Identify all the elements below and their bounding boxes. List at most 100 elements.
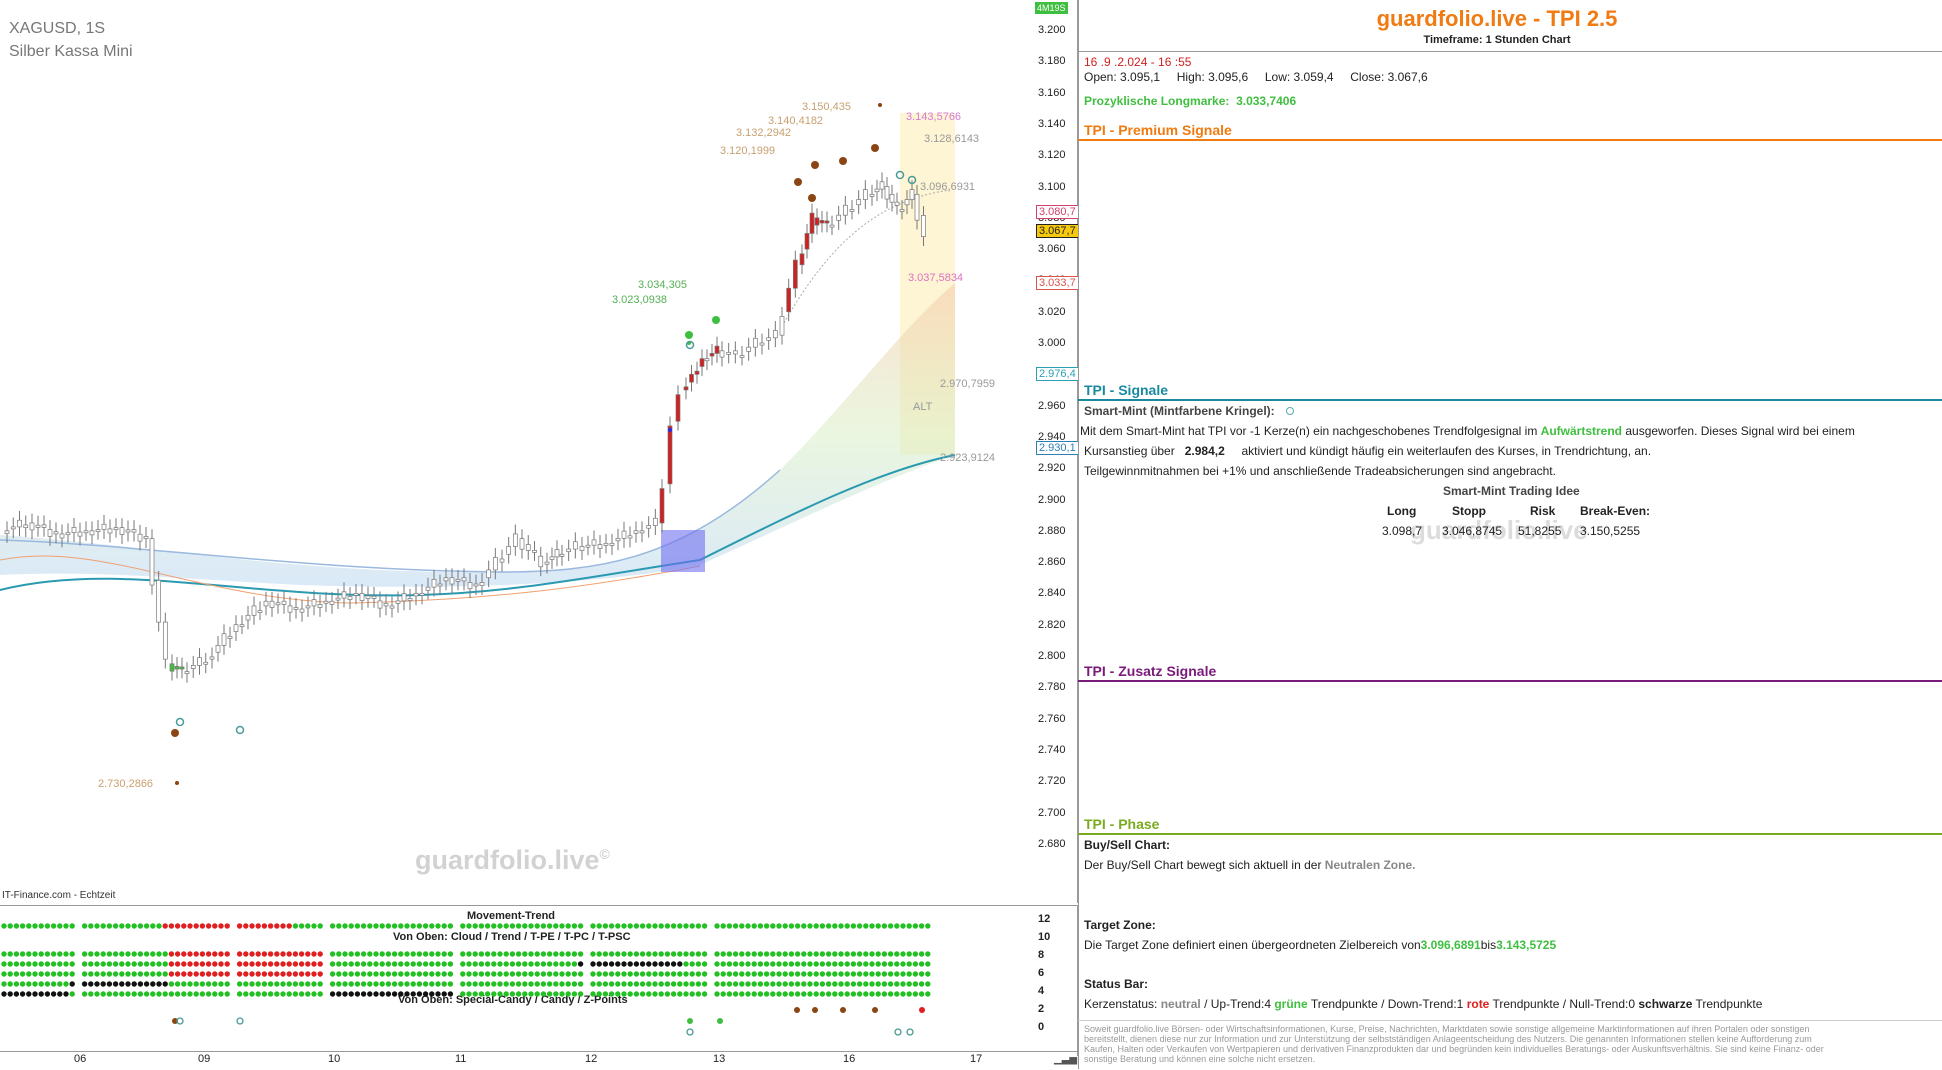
trend-dot xyxy=(757,991,764,997)
trend-dot xyxy=(627,981,633,987)
price-tick-label: 2.740 xyxy=(1038,743,1066,756)
trend-dot xyxy=(763,923,770,929)
price-chart[interactable]: XAGUSD, 1S Silber Kassa Mini 3.150,435 3.… xyxy=(0,0,1033,903)
time-axis[interactable] xyxy=(0,1051,1077,1070)
trend-dot xyxy=(484,951,491,957)
trend-dot xyxy=(13,961,20,967)
trend-dot xyxy=(534,951,540,957)
trend-dot xyxy=(472,991,478,997)
trend-dot xyxy=(801,923,807,929)
trend-dot xyxy=(38,981,44,987)
trend-dot xyxy=(360,923,367,929)
trend-dot xyxy=(540,951,547,957)
trend-dot xyxy=(546,923,553,929)
trend-dot xyxy=(900,923,906,929)
trend-dot xyxy=(435,951,441,957)
trend-dot xyxy=(32,961,38,967)
time-tick-label: 09 xyxy=(198,1053,211,1065)
trend-dot xyxy=(336,961,342,967)
trend-dot xyxy=(596,991,602,997)
trend-dot xyxy=(404,951,410,957)
time-tick-label: 10 xyxy=(328,1053,341,1065)
trend-dot xyxy=(590,961,596,967)
trend-dot xyxy=(528,991,534,997)
trend-dot xyxy=(683,961,689,967)
smartmint-label: Smart-Mint (Mintfarbene Kringel): xyxy=(1084,404,1295,418)
candle-body xyxy=(197,657,202,666)
trend-dot xyxy=(856,991,863,997)
trend-dot xyxy=(193,981,199,987)
trend-dot xyxy=(38,951,44,957)
longmark-row: Prozyklische Longmarke: 3.033,7406 xyxy=(1084,94,1297,108)
candle-body xyxy=(269,600,275,608)
candle-body xyxy=(659,488,665,524)
disclaimer-divider xyxy=(1078,1020,1942,1021)
trend-dot xyxy=(621,991,627,997)
timeframe-label: Timeframe: 1 Stunden Chart xyxy=(1423,34,1571,46)
candle-body xyxy=(143,536,149,539)
trend-dot xyxy=(881,981,888,987)
trend-dot xyxy=(565,951,571,957)
trend-dot xyxy=(887,971,894,977)
trend-dot xyxy=(794,991,801,997)
trend-dot xyxy=(596,951,602,957)
trend-dot xyxy=(912,981,919,987)
trend-dot xyxy=(44,991,51,997)
movement-trend-indicator[interactable]: Movement-Trend Von Oben: Cloud / Trend /… xyxy=(0,905,1032,1056)
trend-dot xyxy=(63,991,69,997)
trend-dot xyxy=(261,951,268,957)
trend-dot xyxy=(491,951,497,957)
trend-dot xyxy=(236,981,243,987)
trend-dot xyxy=(131,991,137,997)
trend-dot xyxy=(150,981,156,987)
trend-dot xyxy=(739,981,745,987)
trend-dot xyxy=(689,961,695,967)
trend-dot xyxy=(627,991,633,997)
trend-dot xyxy=(32,991,38,997)
candy-dot xyxy=(172,1018,178,1024)
trend-dot xyxy=(267,991,274,997)
price-tick-label: 3.020 xyxy=(1038,305,1066,318)
trend-dot xyxy=(243,923,249,929)
trend-dot xyxy=(447,991,454,997)
dotted-guide xyxy=(779,189,951,331)
trend-dot xyxy=(317,981,323,987)
trend-dot xyxy=(224,981,230,987)
trend-dot xyxy=(460,991,466,997)
trend-dot xyxy=(367,981,373,987)
trend-dot xyxy=(509,951,516,957)
trend-dot xyxy=(491,961,497,967)
trend-dot xyxy=(621,923,627,929)
candle-body xyxy=(519,538,525,550)
trend-dot xyxy=(391,961,398,967)
candle-body xyxy=(683,386,689,391)
trend-dot xyxy=(367,923,373,929)
trend-dot xyxy=(1,961,7,967)
candle-body xyxy=(879,181,885,190)
trend-dot xyxy=(398,923,404,929)
trend-dot xyxy=(850,923,857,929)
trend-dot xyxy=(701,971,708,977)
trend-dot xyxy=(664,951,671,957)
trend-dot xyxy=(174,961,181,967)
trend-dot xyxy=(38,991,44,997)
trend-dot xyxy=(13,923,20,929)
symbol-label: XAGUSD, 1S xyxy=(9,20,106,37)
trend-dot xyxy=(354,961,361,967)
price-axis[interactable]: 4M19S 3.200 3.180 3.160 3.140 3.120 3.100 3.08… xyxy=(1032,0,1079,903)
trend-dot xyxy=(379,981,385,987)
trend-dot xyxy=(1,923,7,929)
trend-dot xyxy=(435,923,441,929)
trend-dot xyxy=(435,991,441,997)
trend-dot xyxy=(559,971,565,977)
trend-dot xyxy=(342,961,348,967)
trend-dot xyxy=(925,991,931,997)
trend-dot xyxy=(925,971,931,977)
trend-dot xyxy=(491,991,497,997)
trend-dot xyxy=(639,991,646,997)
trend-dot xyxy=(57,951,63,957)
trend-dot xyxy=(26,961,32,967)
trend-dot xyxy=(168,951,175,957)
candle-body xyxy=(101,523,107,530)
axis-settings-icon[interactable]: ▁▃▅ xyxy=(1054,1054,1078,1065)
